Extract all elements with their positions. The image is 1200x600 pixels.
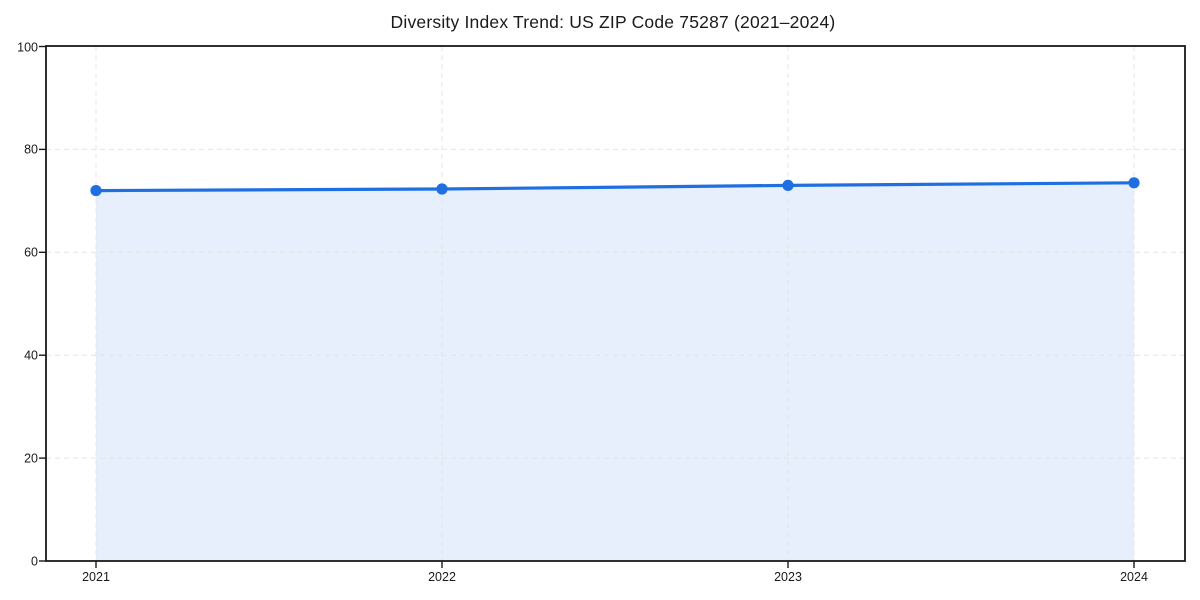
y-tick-20: 20: [24, 451, 38, 465]
y-tick-60: 60: [24, 246, 38, 260]
data-point-2023: [782, 179, 794, 191]
y-tick-80: 80: [24, 143, 38, 157]
y-tick-0: 0: [31, 554, 38, 568]
x-tick-2023: 2023: [774, 570, 802, 584]
vertical-gridlines: [95, 46, 1135, 561]
x-tick-2022: 2022: [428, 570, 456, 584]
x-axis-labels: 2021 2022 2023 2024: [82, 570, 1148, 584]
y-tick-40: 40: [24, 348, 38, 362]
data-point-2021: [90, 185, 102, 197]
x-tick-2021: 2021: [82, 570, 110, 584]
area-fill: [96, 182, 1134, 562]
y-axis-ticks: [39, 45, 46, 562]
horizontal-gridlines: [46, 148, 1185, 459]
data-points: [90, 177, 1140, 197]
y-axis-labels: 0 20 40 60 80 100: [17, 40, 38, 568]
chart-title: Diversity Index Trend: US ZIP Code 75287…: [390, 12, 836, 32]
y-tick-100: 100: [17, 40, 38, 54]
data-point-2024: [1128, 177, 1140, 189]
data-line: [94, 181, 1136, 193]
x-axis-ticks: [95, 561, 1135, 568]
plot-border: [45, 45, 1186, 562]
data-point-2022: [436, 183, 448, 195]
x-tick-2024: 2024: [1120, 570, 1148, 584]
